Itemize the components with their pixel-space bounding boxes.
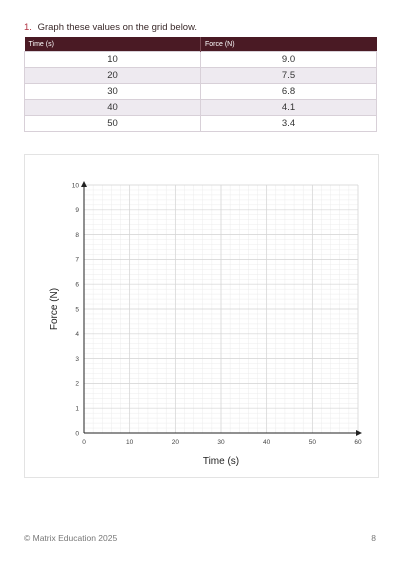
question-prompt: 1. Graph these values on the grid below. bbox=[24, 22, 197, 33]
ticks: 0 10 20 30 40 50 60 0 1 2 3 4 5 6 7 8 9 10 bbox=[72, 182, 362, 446]
table-cell: 4.1 bbox=[200, 99, 377, 116]
x-axis-arrow bbox=[356, 430, 362, 436]
x-tick-label: 30 bbox=[217, 439, 225, 446]
table-row: 20 7.5 bbox=[24, 67, 377, 84]
y-axis-arrow bbox=[81, 181, 87, 187]
header-force: Force (N) bbox=[200, 37, 377, 52]
y-tick-label: 3 bbox=[75, 356, 79, 363]
table-cell: 9.0 bbox=[200, 51, 377, 68]
y-tick-label: 1 bbox=[75, 406, 79, 413]
data-table: Time (s) Force (N) 10 9.0 20 7.5 30 6.8 … bbox=[24, 37, 377, 132]
x-tick-label: 40 bbox=[263, 439, 271, 446]
y-axis-label: Force (N) bbox=[49, 288, 60, 330]
graph-grid[interactable]: 0 10 20 30 40 50 60 0 1 2 3 4 5 6 7 8 9 10 Time (s) Force… bbox=[25, 155, 378, 477]
table-cell: 3.4 bbox=[200, 115, 377, 132]
table-cell: 6.8 bbox=[200, 83, 377, 100]
header-time: Time (s) bbox=[24, 37, 201, 52]
x-tick-label: 50 bbox=[309, 439, 317, 446]
question-text: Graph these values on the grid below. bbox=[37, 22, 198, 33]
page-number: 8 bbox=[371, 533, 376, 543]
x-axis-label: Time (s) bbox=[203, 456, 239, 467]
footer-copyright: © Matrix Education 2025 bbox=[24, 533, 118, 543]
y-tick-label: 6 bbox=[75, 282, 79, 289]
table-cell: 7.5 bbox=[200, 67, 377, 84]
y-tick-label: 9 bbox=[75, 207, 79, 214]
x-tick-label: 10 bbox=[126, 439, 134, 446]
graph-area: 0 10 20 30 40 50 60 0 1 2 3 4 5 6 7 8 9 10 Time (s) Force… bbox=[24, 154, 379, 478]
x-tick-label: 20 bbox=[172, 439, 180, 446]
x-tick-label: 0 bbox=[82, 439, 86, 446]
table-cell: 20 bbox=[24, 67, 201, 84]
x-tick-label: 60 bbox=[354, 439, 362, 446]
y-tick-label: 7 bbox=[75, 257, 79, 264]
table-cell: 10 bbox=[24, 51, 201, 68]
table-cell: 50 bbox=[24, 115, 201, 132]
major-grid bbox=[83, 184, 359, 434]
y-tick-label: 8 bbox=[75, 232, 79, 239]
table-row: 30 6.8 bbox=[24, 83, 377, 100]
table-row: 10 9.0 bbox=[24, 51, 377, 68]
y-tick-label: 0 bbox=[75, 430, 79, 437]
table-header-row: Time (s) Force (N) bbox=[24, 37, 377, 52]
y-tick-label: 5 bbox=[75, 306, 79, 313]
table-row: 50 3.4 bbox=[24, 115, 377, 132]
table-cell: 40 bbox=[24, 99, 201, 116]
y-tick-label: 2 bbox=[75, 381, 79, 388]
table-cell: 30 bbox=[24, 83, 201, 100]
y-tick-label: 4 bbox=[75, 331, 79, 338]
y-tick-label: 10 bbox=[72, 182, 80, 189]
question-number: 1. bbox=[24, 22, 32, 33]
table-row: 40 4.1 bbox=[24, 99, 377, 116]
axes bbox=[81, 181, 362, 436]
